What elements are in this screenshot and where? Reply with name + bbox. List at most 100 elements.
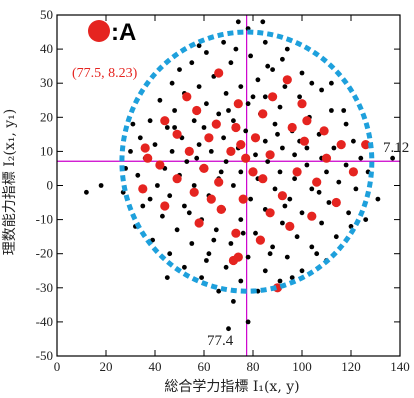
data-point-black <box>316 189 322 195</box>
data-point-black <box>199 275 205 280</box>
data-point-black <box>137 135 143 141</box>
data-point-black <box>238 278 244 284</box>
data-point-black <box>177 67 182 72</box>
cluster-circle <box>119 29 375 294</box>
data-point-black <box>135 172 141 178</box>
data-point-black <box>147 118 153 124</box>
data-point-red <box>143 153 153 163</box>
data-point-black <box>253 230 258 236</box>
data-point-black <box>353 186 359 192</box>
data-point-black <box>270 244 275 250</box>
data-point-black <box>282 203 288 209</box>
y-tick-label: 10 <box>40 143 53 158</box>
data-point-black <box>358 155 364 161</box>
data-point-black <box>309 80 315 86</box>
scatter-points <box>84 19 395 332</box>
data-point-black <box>351 138 356 144</box>
data-point-black <box>294 234 300 240</box>
data-point-black <box>98 183 104 188</box>
data-point-black <box>164 275 170 280</box>
data-point-red <box>277 191 287 201</box>
data-point-black <box>182 264 187 270</box>
data-point-black <box>343 162 349 168</box>
data-point-black <box>221 39 227 45</box>
data-point-red <box>182 92 192 102</box>
x-tick-label: 60 <box>198 359 211 374</box>
data-point-black <box>228 60 234 66</box>
data-point-black <box>280 56 285 62</box>
data-point-black <box>204 50 209 55</box>
data-point-black <box>164 125 170 130</box>
data-point-red <box>192 105 202 116</box>
data-point-red <box>348 167 358 177</box>
data-point-red <box>140 143 150 153</box>
y-tick-label: 0 <box>47 178 54 193</box>
data-point-red <box>216 204 226 214</box>
data-point-black <box>336 179 342 185</box>
data-point-red <box>231 122 241 133</box>
data-point-black <box>238 169 244 175</box>
data-point-red <box>258 174 268 184</box>
data-point-black <box>169 149 175 154</box>
data-point-black <box>346 210 351 216</box>
data-point-black <box>201 125 207 130</box>
data-point-black <box>208 149 214 154</box>
data-point-black <box>216 288 222 294</box>
data-point-black <box>204 258 209 263</box>
data-point-black <box>262 94 268 100</box>
reference-lines <box>57 15 400 356</box>
data-point-black <box>221 135 227 141</box>
data-point-red <box>258 109 268 119</box>
data-point-black <box>277 278 283 284</box>
data-point-black <box>128 149 133 154</box>
data-point-black <box>282 84 288 89</box>
data-point-black <box>277 104 283 110</box>
data-point-black <box>189 60 195 66</box>
data-point-black <box>343 121 349 127</box>
y-tick-label: 30 <box>40 75 53 90</box>
data-point-black <box>375 196 381 202</box>
x-tick-label: 120 <box>341 359 361 374</box>
data-point-black <box>140 203 146 209</box>
data-point-black <box>270 67 275 72</box>
data-point-black <box>223 91 229 96</box>
data-point-black <box>267 251 273 257</box>
data-point-red <box>228 255 238 266</box>
data-point-red <box>268 92 278 102</box>
data-point-red <box>297 99 307 109</box>
legend-marker <box>88 20 110 42</box>
data-point-black <box>284 46 290 52</box>
data-point-black <box>152 142 158 148</box>
data-point-red <box>214 177 224 187</box>
data-point-black <box>226 108 231 113</box>
data-point-red <box>199 163 209 173</box>
data-point-black <box>250 94 256 100</box>
y-tick-label: 50 <box>40 7 53 22</box>
data-point-black <box>333 234 339 240</box>
data-point-black <box>272 186 278 192</box>
data-point-red <box>361 140 371 150</box>
data-point-red <box>214 68 224 78</box>
x-tick-label: 80 <box>247 359 260 374</box>
data-point-black <box>260 19 266 25</box>
data-point-black <box>194 155 200 161</box>
data-point-red <box>211 119 221 129</box>
data-point-black <box>172 125 178 130</box>
data-point-black <box>160 213 165 219</box>
data-point-red <box>319 126 329 136</box>
data-point-black <box>223 264 229 270</box>
data-point-black <box>245 101 251 107</box>
data-point-black <box>189 241 195 246</box>
data-point-black <box>363 217 369 223</box>
data-point-black <box>167 193 173 199</box>
y-tick-label: -30 <box>36 280 53 295</box>
data-point-black <box>238 217 244 223</box>
data-point-red <box>160 201 170 211</box>
y-axis-label: 理数能力指標 I₂(x₁, y₁) <box>2 109 18 255</box>
data-point-black <box>319 220 324 226</box>
data-point-black <box>218 169 224 175</box>
data-point-red <box>172 174 182 184</box>
data-point-black <box>314 251 320 257</box>
data-point-black <box>172 108 178 113</box>
data-point-red <box>265 150 275 160</box>
